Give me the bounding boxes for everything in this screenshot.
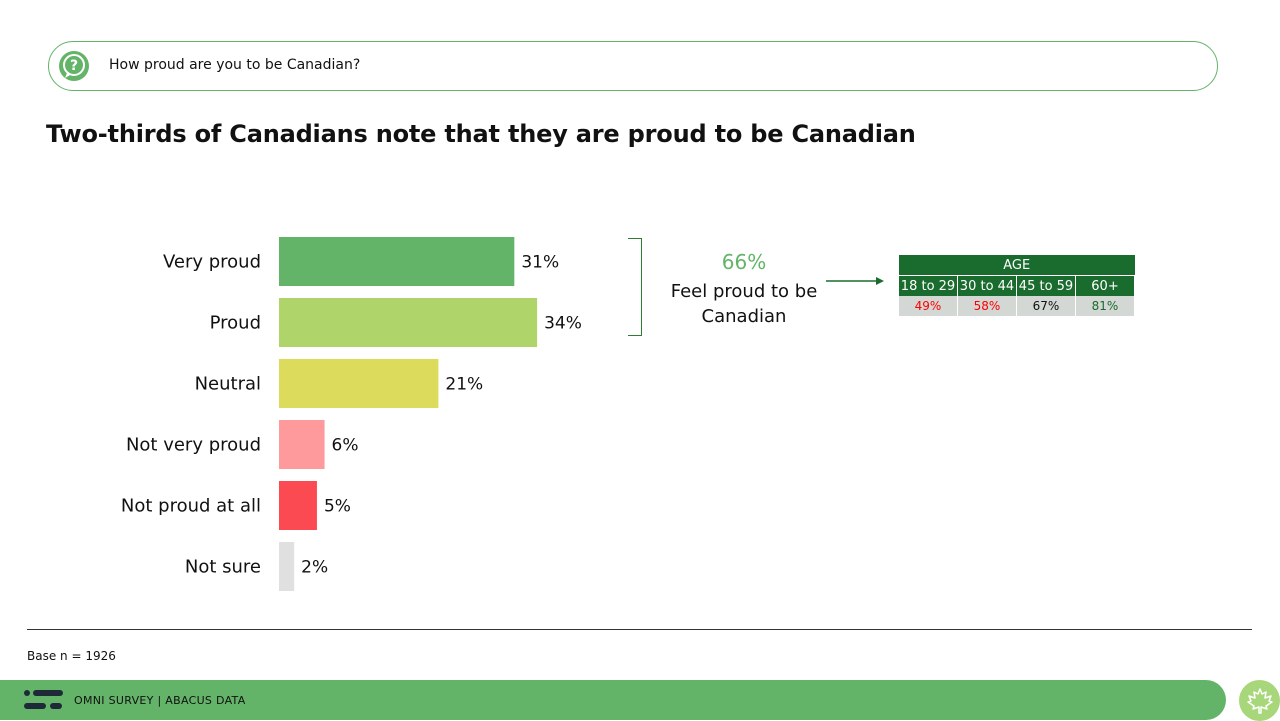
- bar-neutral: [279, 359, 439, 408]
- age-value-45-59: 67%: [1016, 296, 1076, 316]
- value-label-neutral: 21%: [445, 375, 483, 395]
- value-label-not-very-proud: 6%: [332, 436, 359, 456]
- age-value-60-plus: 81%: [1075, 296, 1135, 316]
- bar-proud: [279, 298, 538, 347]
- category-label-not-proud-at-all: Not proud at all: [121, 496, 261, 517]
- bar-not-sure: [279, 542, 295, 591]
- age-group-60-plus: 60+: [1075, 275, 1135, 296]
- value-label-proud: 34%: [544, 314, 582, 334]
- value-label-very-proud: 31%: [521, 253, 559, 273]
- footer-text: OMNI SURVEY | ABACUS DATA: [74, 694, 246, 707]
- category-label-very-proud: Very proud: [163, 252, 261, 273]
- arrow-right-icon: [826, 277, 884, 285]
- age-group-30-44: 30 to 44: [957, 275, 1017, 296]
- bar-chart: Very proud 31% Proud 34% Neutral 21% Not very …: [121, 237, 582, 591]
- footer-bar: [0, 680, 1226, 720]
- bar-not-proud-at-all: [279, 481, 317, 530]
- headline: Two-thirds of Canadians note that they a…: [46, 120, 916, 148]
- bar-not-very-proud: [279, 420, 325, 469]
- footer-divider: [27, 629, 1252, 630]
- summary-label: Feel proud to be Canadian: [670, 281, 818, 327]
- summary-percent: 66%: [721, 250, 767, 274]
- question-box: ? How proud are you to be Canadian?: [48, 41, 1218, 91]
- category-label-proud: Proud: [210, 313, 261, 334]
- bar-very-proud: [279, 237, 515, 286]
- svg-text:?: ?: [70, 58, 78, 74]
- abacus-logo-icon: [24, 690, 63, 709]
- category-label-not-sure: Not sure: [185, 557, 261, 578]
- age-group-45-59: 45 to 59: [1016, 275, 1076, 296]
- age-value-18-29: 49%: [899, 296, 958, 316]
- category-label-neutral: Neutral: [195, 374, 261, 395]
- category-label-not-very-proud: Not very proud: [126, 435, 261, 456]
- age-group-18-29: 18 to 29: [899, 275, 958, 296]
- base-note: Base n = 1926: [27, 649, 116, 663]
- age-table-header: AGE: [899, 255, 1135, 276]
- question-text: How proud are you to be Canadian?: [109, 57, 361, 73]
- age-value-30-44: 58%: [957, 296, 1017, 316]
- value-label-not-proud-at-all: 5%: [324, 497, 351, 517]
- question-bubble-icon: ?: [59, 51, 89, 81]
- maple-leaf-icon: [1239, 680, 1280, 721]
- summary-bracket: [628, 238, 642, 336]
- value-label-not-sure: 2%: [301, 558, 328, 578]
- age-table: AGE 18 to 29 30 to 44 45 to 59 60+ 49% 5…: [899, 255, 1135, 316]
